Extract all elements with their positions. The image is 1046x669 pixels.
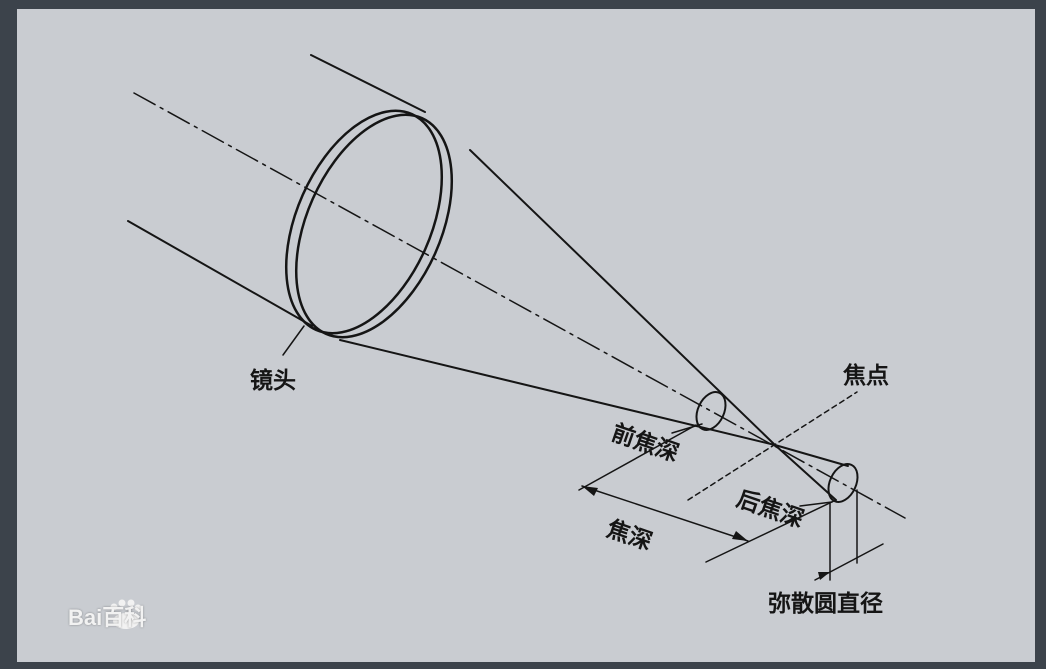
baidu-paw-icon	[110, 599, 142, 629]
depth-extension-line-right	[705, 499, 837, 563]
incoming-ray-bottom	[127, 220, 313, 327]
optical-axis	[133, 92, 906, 519]
lens-front-face	[294, 113, 454, 339]
baidu-watermark: Bai百科	[68, 605, 147, 630]
focal-point-label: 焦点	[843, 363, 889, 389]
coc-arrow-left	[818, 572, 830, 580]
depth-arrow-left	[582, 486, 598, 496]
front-depth-ellipse	[695, 391, 727, 431]
diverge-ray-upper	[774, 444, 849, 467]
cone-ray-upper	[469, 149, 776, 446]
diverge-ray-lower	[774, 444, 837, 501]
lens-back-rim	[284, 109, 444, 335]
front-depth-leader	[671, 423, 703, 434]
circle-of-confusion-label: 弥散圆直径	[768, 591, 883, 617]
lens-label: 镜头	[250, 368, 296, 394]
focal-plane-line	[687, 391, 858, 501]
cone-ray-lower	[339, 339, 776, 446]
lens-leader	[282, 325, 305, 356]
depth-dimension-line	[581, 485, 749, 542]
back-depth-leader	[799, 501, 833, 507]
depth-extension-line-left	[578, 424, 697, 491]
depth-arrow-right	[732, 531, 748, 541]
incoming-ray-top	[310, 54, 426, 113]
